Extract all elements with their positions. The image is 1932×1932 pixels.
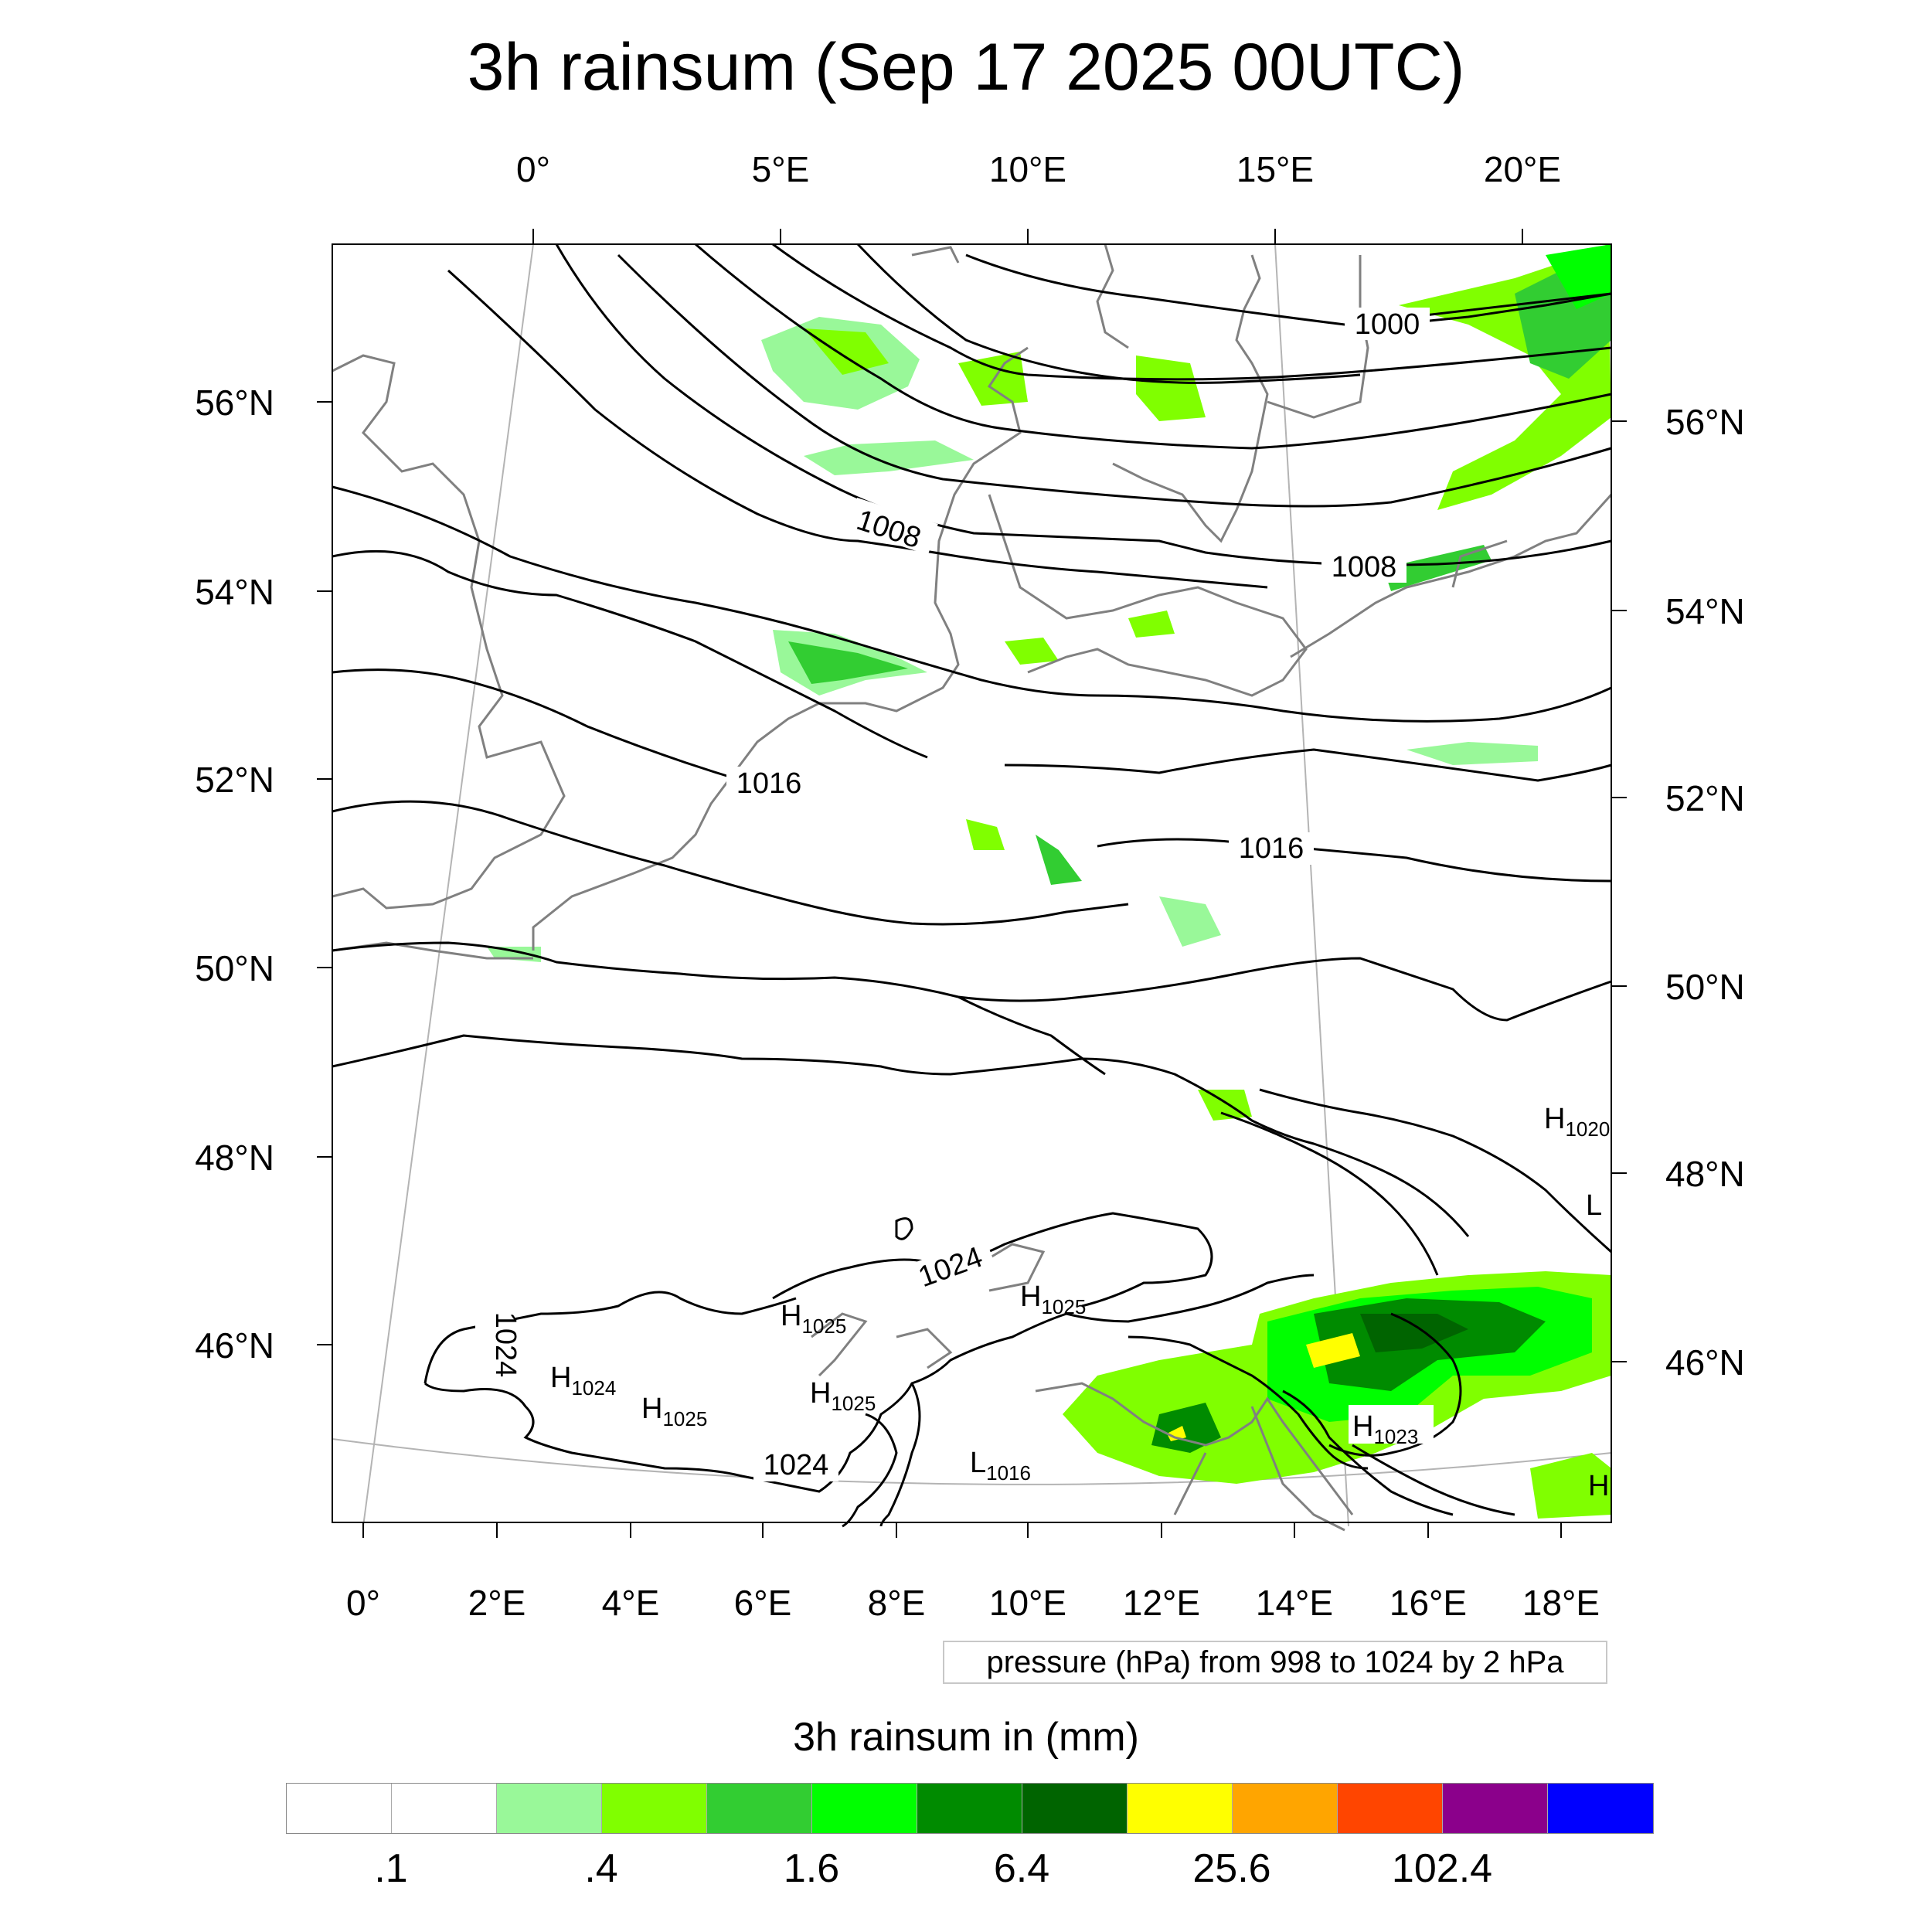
top-lon-label: 0°: [516, 149, 550, 189]
right-lat-label: 54°N: [1665, 591, 1745, 631]
right-ticks: [1611, 420, 1627, 1362]
colorbar: [286, 1783, 1654, 1834]
pressure-center-label: H1020: [1544, 1103, 1610, 1141]
pressure-center-label: H1025: [641, 1393, 707, 1430]
right-lat-label: 56°N: [1665, 402, 1745, 442]
bottom-lon-label: 16°E: [1389, 1583, 1467, 1623]
colorbar-swatch: [1233, 1784, 1338, 1833]
pressure-center-label: H1025: [781, 1300, 846, 1338]
contour-label: 1016: [1239, 832, 1304, 865]
right-lat-label: 46°N: [1665, 1342, 1745, 1383]
colorbar-swatch: [287, 1784, 392, 1833]
colorbar-swatch: [602, 1784, 707, 1833]
bottom-lon-label: 14°E: [1256, 1583, 1333, 1623]
colorbar-label: 25.6: [1192, 1846, 1271, 1891]
left-lat-label: 48°N: [195, 1138, 274, 1178]
bottom-lon-label: 4°E: [602, 1583, 660, 1623]
left-ticks: [317, 401, 332, 1345]
colorbar-swatch: [707, 1784, 812, 1833]
colorbar-label: .4: [584, 1846, 618, 1891]
pressure-center-label: H1023: [1352, 1410, 1418, 1448]
colorbar-swatch: [497, 1784, 602, 1833]
left-lat-label: 54°N: [195, 572, 274, 612]
top-lon-label: 20°E: [1484, 149, 1561, 189]
bottom-lon-label: 2°E: [468, 1583, 526, 1623]
left-lat-label: 50°N: [195, 948, 274, 988]
contour-label: 1016: [736, 767, 802, 800]
left-lat-label: 56°N: [195, 383, 274, 423]
colorbar-title: 3h rainsum in (mm): [793, 1715, 1139, 1760]
top-lon-label: 10°E: [989, 149, 1066, 189]
bottom-lon-label: 18°E: [1522, 1583, 1600, 1623]
contour-info-note: pressure (hPa) from 998 to 1024 by 2 hPa: [943, 1641, 1607, 1684]
colorbar-label: .1: [374, 1846, 408, 1891]
right-lat-label: 48°N: [1665, 1154, 1745, 1194]
coastlines: [332, 243, 1613, 1532]
colorbar-label: 6.4: [993, 1846, 1050, 1891]
colorbar-swatch: [917, 1784, 1022, 1833]
colorbar-swatch: [1128, 1784, 1233, 1833]
colorbar-swatch: [1022, 1784, 1128, 1833]
colorbar-label: 102.4: [1391, 1846, 1493, 1891]
contour-label: 1008: [1332, 551, 1397, 583]
isobars: [332, 243, 1612, 1528]
bottom-lon-label: 0°: [346, 1583, 380, 1623]
rain-patches: [487, 244, 1611, 1519]
colorbar-label: 1.6: [783, 1846, 840, 1891]
bottom-lon-label: 6°E: [734, 1583, 792, 1623]
pressure-center-label: H: [1588, 1470, 1609, 1502]
contour-label: 1024: [764, 1449, 829, 1481]
pressure-center-label: L1016: [970, 1447, 1031, 1485]
top-ticks: [532, 229, 1523, 244]
pressure-centers: H1024 H1025 H1025 H1025 H1025 H1023 L101…: [550, 1103, 1610, 1502]
bottom-lon-label: 10°E: [989, 1583, 1066, 1623]
pressure-center-label: H1025: [810, 1377, 876, 1415]
pressure-center-label: H1024: [550, 1362, 616, 1400]
contour-label: 1000: [1355, 308, 1420, 341]
right-lat-label: 52°N: [1665, 778, 1745, 818]
colorbar-swatch: [392, 1784, 497, 1833]
left-lat-label: 52°N: [195, 760, 274, 800]
map-frame: [332, 243, 1612, 1523]
colorbar-swatch: [1548, 1784, 1653, 1833]
left-lat-label: 46°N: [195, 1325, 274, 1366]
bottom-ticks: [362, 1522, 1562, 1538]
pressure-center-label: H1025: [1020, 1281, 1086, 1318]
top-lon-label: 15°E: [1236, 149, 1314, 189]
contour-label: 1024: [914, 1241, 987, 1294]
map-title: 3h rainsum (Sep 17 2025 00UTC): [467, 30, 1465, 104]
colorbar-swatch: [1338, 1784, 1443, 1833]
colorbar-swatch: [1443, 1784, 1548, 1833]
pressure-center-label: L: [1586, 1189, 1602, 1222]
contour-label: 1024: [489, 1312, 522, 1378]
top-lon-label: 5°E: [752, 149, 810, 189]
bottom-lon-label: 8°E: [868, 1583, 926, 1623]
right-lat-label: 50°N: [1665, 967, 1745, 1007]
bottom-lon-label: 12°E: [1123, 1583, 1200, 1623]
colorbar-swatch: [812, 1784, 917, 1833]
